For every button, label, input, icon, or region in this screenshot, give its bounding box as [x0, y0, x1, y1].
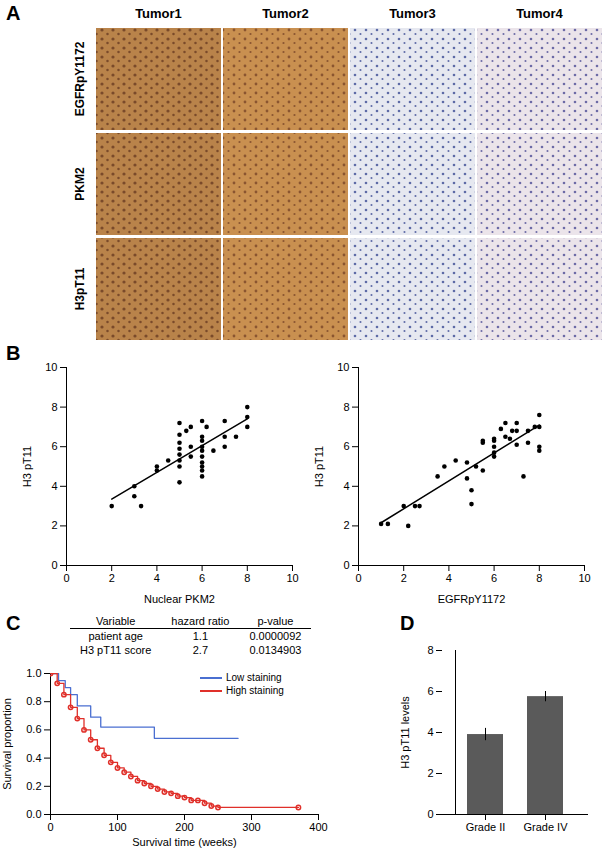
svg-text:0: 0: [343, 559, 349, 571]
html-text:C: C: [6, 612, 21, 634]
svg-text:Survival time (weeks): Survival time (weeks): [132, 836, 237, 848]
svg-text:H3pT11: H3pT11: [73, 267, 87, 310]
svg-text:8: 8: [343, 401, 349, 413]
svg-text:4: 4: [446, 572, 452, 584]
svg-text:EGFRpY1172: EGFRpY1172: [438, 593, 506, 605]
svg-text:8: 8: [427, 644, 433, 656]
svg-text:H3 pT11: H3 pT11: [21, 446, 33, 487]
svg-text:8: 8: [244, 572, 250, 584]
svg-text:0.6: 0.6: [26, 723, 41, 735]
html-text:H3 pT11 score: H3 pT11 score: [80, 644, 152, 656]
svg-text:10: 10: [578, 572, 590, 584]
svg-text:4: 4: [427, 726, 433, 738]
svg-text:0: 0: [47, 821, 53, 833]
svg-text:Grade II: Grade II: [466, 821, 506, 833]
svg-text:0: 0: [355, 572, 361, 584]
svg-text:100: 100: [108, 821, 126, 833]
svg-text:0.4: 0.4: [26, 752, 41, 764]
svg-text:Tumor2: Tumor2: [262, 6, 309, 21]
svg-text:8: 8: [51, 401, 57, 413]
svg-text:0.2: 0.2: [26, 780, 41, 792]
svg-text:400: 400: [309, 821, 327, 833]
svg-text:0: 0: [63, 572, 69, 584]
svg-text:300: 300: [242, 821, 260, 833]
svg-text:0.0: 0.0: [26, 808, 41, 820]
html-text:Low staining: Low staining: [226, 672, 282, 683]
html-text:Variable: Variable: [95, 615, 136, 627]
svg-text:EGFRpY1172: EGFRpY1172: [73, 41, 87, 116]
svg-text:0: 0: [51, 559, 57, 571]
svg-text:Grade IV: Grade IV: [523, 821, 568, 833]
svg-text:6: 6: [51, 440, 57, 452]
svg-text:1.0: 1.0: [26, 667, 41, 679]
svg-text:PKM2: PKM2: [73, 167, 87, 201]
svg-text:Tumor4: Tumor4: [516, 6, 563, 21]
svg-text:6: 6: [343, 440, 349, 452]
svg-text:2: 2: [401, 572, 407, 584]
svg-text:10: 10: [45, 361, 57, 373]
html-text:2.7: 2.7: [192, 644, 208, 656]
svg-text:8: 8: [536, 572, 542, 584]
svg-text:0: 0: [427, 808, 433, 820]
svg-text:2: 2: [109, 572, 115, 584]
svg-text:Survival proportion: Survival proportion: [1, 698, 13, 790]
svg-text:H3 pT11: H3 pT11: [313, 446, 325, 487]
html-text:p-value: p-value: [257, 615, 294, 627]
svg-text:H3 pT11 levels: H3 pT11 levels: [399, 696, 411, 769]
html-text:B: B: [6, 342, 21, 364]
svg-text:4: 4: [51, 480, 57, 492]
svg-text:6: 6: [491, 572, 497, 584]
svg-text:6: 6: [427, 685, 433, 697]
html-text:hazard ratio: hazard ratio: [171, 615, 230, 627]
svg-text:Nuclear PKM2: Nuclear PKM2: [144, 593, 215, 605]
html-text:High staining: High staining: [226, 685, 284, 696]
svg-text:2: 2: [427, 767, 433, 779]
html-text:0.0134903: 0.0134903: [249, 644, 302, 656]
html-text:D: D: [400, 612, 415, 634]
svg-text:2: 2: [343, 519, 349, 531]
svg-text:0.8: 0.8: [26, 695, 41, 707]
svg-text:Tumor1: Tumor1: [135, 6, 182, 21]
html-text:0.0000092: 0.0000092: [249, 630, 302, 642]
svg-text:6: 6: [199, 572, 205, 584]
svg-text:200: 200: [175, 821, 193, 833]
html-text:1.1: 1.1: [192, 630, 208, 642]
svg-text:Tumor3: Tumor3: [389, 6, 436, 21]
svg-text:10: 10: [337, 361, 349, 373]
svg-text:10: 10: [286, 572, 298, 584]
html-text:patient age: patient age: [88, 630, 143, 642]
svg-text:4: 4: [343, 480, 349, 492]
svg-text:2: 2: [51, 519, 57, 531]
html-text:A: A: [6, 2, 21, 24]
svg-text:4: 4: [154, 572, 160, 584]
